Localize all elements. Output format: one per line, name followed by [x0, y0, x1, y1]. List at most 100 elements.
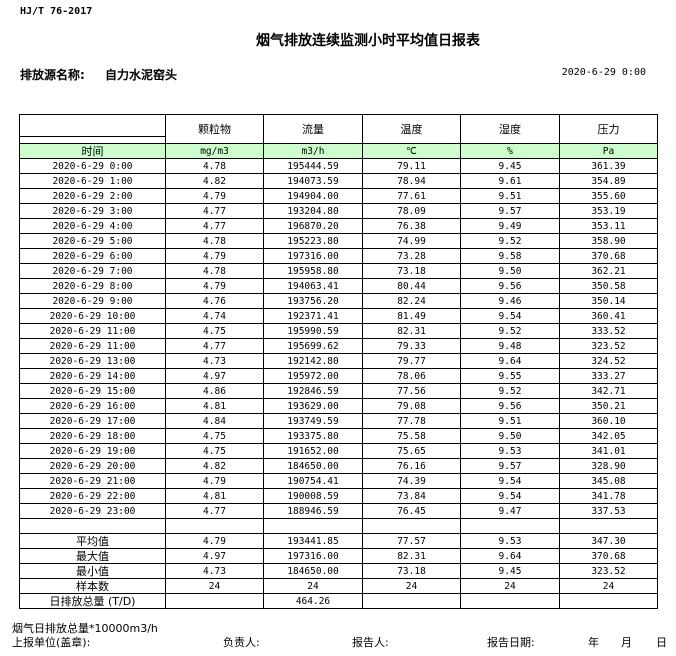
value-cell: 350.58	[559, 278, 658, 294]
source-label: 排放源名称:	[20, 68, 85, 82]
value-cell: 9.64	[460, 548, 560, 564]
col-header: 湿度	[460, 114, 560, 144]
value-cell: 193629.00	[263, 398, 363, 414]
value-cell: 79.33	[362, 338, 461, 354]
table-row: 2020-6-29 11:00 4.75 195990.59 82.31 9.52 333…	[19, 323, 658, 339]
row-label: 最大值	[19, 548, 166, 564]
value-cell: 4.81	[165, 488, 264, 504]
unit-cell: Pa	[559, 143, 658, 159]
value-cell: 194063.41	[263, 278, 363, 294]
value-cell: 9.50	[460, 263, 560, 279]
row-label: 2020-6-29 16:00	[19, 398, 166, 414]
value-cell: 464.26	[263, 593, 363, 609]
value-cell: 341.01	[559, 443, 658, 459]
header-row: 颗粒物 流量 温度 湿度 压力	[19, 114, 658, 144]
value-cell: 9.51	[460, 413, 560, 429]
summary-row: 日排放总量 (T/D) 464.26	[19, 593, 658, 609]
value-cell: 192142.80	[263, 353, 363, 369]
value-cell: 4.77	[165, 203, 264, 219]
value-cell: 76.45	[362, 503, 461, 519]
table-row: 2020-6-29 19:00 4.75 191652.00 75.65 9.53 341…	[19, 443, 658, 459]
unit-cell: %	[460, 143, 560, 159]
value-cell: 75.65	[362, 443, 461, 459]
value-cell: 75.58	[362, 428, 461, 444]
value-cell: 358.90	[559, 233, 658, 249]
value-cell	[362, 593, 461, 609]
value-cell: 4.79	[165, 533, 264, 549]
value-cell: 9.45	[460, 158, 560, 174]
value-cell: 4.82	[165, 458, 264, 474]
value-cell: 333.27	[559, 368, 658, 384]
value-cell: 4.73	[165, 563, 264, 579]
value-cell: 82.24	[362, 293, 461, 309]
unit-row: 时间 mg/m3 m3/h ℃ % Pa	[19, 143, 658, 159]
col-header: 温度	[362, 114, 461, 144]
value-cell	[165, 518, 264, 534]
row-label: 日排放总量 (T/D)	[19, 593, 166, 609]
table-row: 2020-6-29 11:00 4.77 195699.62 79.33 9.48 323…	[19, 338, 658, 354]
month-label: 月	[621, 636, 632, 649]
row-label: 2020-6-29 18:00	[19, 428, 166, 444]
value-cell: 73.84	[362, 488, 461, 504]
value-cell: 73.28	[362, 248, 461, 264]
report-datetime: 2020-6-29 0:00	[561, 67, 646, 78]
row-label: 2020-6-29 11:00	[19, 323, 166, 339]
value-cell: 77.56	[362, 383, 461, 399]
value-cell: 9.53	[460, 533, 560, 549]
row-label: 2020-6-29 11:00	[19, 338, 166, 354]
value-cell: 76.16	[362, 458, 461, 474]
blank-row	[19, 518, 658, 534]
header-corner	[19, 114, 166, 144]
value-cell: 353.11	[559, 218, 658, 234]
table-row: 2020-6-29 3:00 4.77 193204.80 78.09 9.57 353.…	[19, 203, 658, 219]
value-cell: 323.52	[559, 338, 658, 354]
value-cell: 184650.00	[263, 458, 363, 474]
value-cell: 361.39	[559, 158, 658, 174]
value-cell: 4.78	[165, 263, 264, 279]
value-cell: 74.99	[362, 233, 461, 249]
table-row: 2020-6-29 10:00 4.74 192371.41 81.49 9.54 360…	[19, 308, 658, 324]
value-cell: 9.58	[460, 248, 560, 264]
value-cell	[165, 593, 264, 609]
value-cell: 77.57	[362, 533, 461, 549]
value-cell: 350.21	[559, 398, 658, 414]
value-cell: 4.77	[165, 338, 264, 354]
value-cell: 9.52	[460, 383, 560, 399]
footer-note: 烟气日排放总量*10000m3/h	[12, 622, 158, 635]
value-cell: 4.82	[165, 173, 264, 189]
value-cell: 345.08	[559, 473, 658, 489]
hourly-data-table: 颗粒物 流量 温度 湿度 压力 时间 mg/m3 m3/h ℃ % Pa 202…	[19, 114, 658, 609]
value-cell: 354.89	[559, 173, 658, 189]
row-label: 2020-6-29 10:00	[19, 308, 166, 324]
value-cell: 4.97	[165, 368, 264, 384]
value-cell: 4.84	[165, 413, 264, 429]
value-cell: 4.75	[165, 323, 264, 339]
value-cell: 80.44	[362, 278, 461, 294]
value-cell: 197316.00	[263, 248, 363, 264]
unit-cell: ℃	[362, 143, 461, 159]
table-row: 2020-6-29 18:00 4.75 193375.80 75.58 9.50 342…	[19, 428, 658, 444]
row-label: 2020-6-29 1:00	[19, 173, 166, 189]
value-cell	[559, 518, 658, 534]
row-label: 2020-6-29 14:00	[19, 368, 166, 384]
value-cell: 4.73	[165, 353, 264, 369]
value-cell: 362.21	[559, 263, 658, 279]
value-cell: 9.49	[460, 218, 560, 234]
table-row: 2020-6-29 4:00 4.77 196870.20 76.38 9.49 353.…	[19, 218, 658, 234]
value-cell: 188946.59	[263, 503, 363, 519]
value-cell: 76.38	[362, 218, 461, 234]
value-cell: 24	[165, 578, 264, 594]
time-header: 时间	[19, 143, 166, 159]
value-cell: 9.48	[460, 338, 560, 354]
value-cell: 9.54	[460, 473, 560, 489]
value-cell: 82.31	[362, 548, 461, 564]
row-label: 2020-6-29 21:00	[19, 473, 166, 489]
value-cell: 192846.59	[263, 383, 363, 399]
row-label: 2020-6-29 22:00	[19, 488, 166, 504]
value-cell: 347.30	[559, 533, 658, 549]
value-cell: 341.78	[559, 488, 658, 504]
row-label: 2020-6-29 19:00	[19, 443, 166, 459]
value-cell: 4.77	[165, 503, 264, 519]
summary-row: 最大值 4.97 197316.00 82.31 9.64 370.68	[19, 548, 658, 564]
report-title: 烟气排放连续监测小时平均值日报表	[256, 33, 480, 49]
